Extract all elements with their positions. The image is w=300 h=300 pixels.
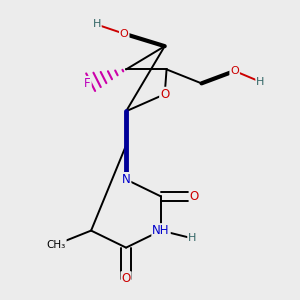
Text: H: H — [256, 77, 265, 87]
Text: CH₃: CH₃ — [46, 239, 66, 250]
Text: NH: NH — [152, 224, 170, 237]
Text: O: O — [160, 88, 169, 101]
Text: N: N — [122, 173, 130, 186]
Text: O: O — [190, 190, 199, 203]
Text: H: H — [188, 233, 196, 243]
Text: O: O — [230, 66, 239, 76]
Text: F: F — [84, 77, 91, 90]
Text: O: O — [120, 29, 129, 39]
Text: H: H — [92, 20, 101, 29]
Text: O: O — [122, 272, 131, 285]
